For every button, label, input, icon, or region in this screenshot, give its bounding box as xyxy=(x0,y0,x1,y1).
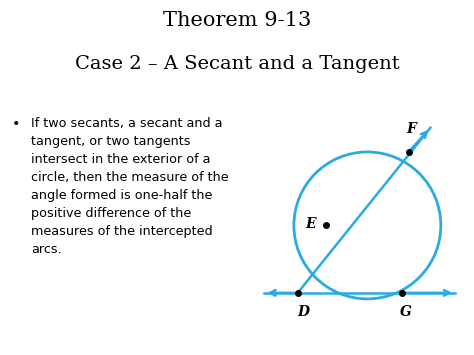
Text: If two secants, a secant and a
tangent, or two tangents
intersect in the exterio: If two secants, a secant and a tangent, … xyxy=(31,117,228,256)
Text: D: D xyxy=(297,305,310,319)
Text: Case 2 – A Secant and a Tangent: Case 2 – A Secant and a Tangent xyxy=(75,55,399,73)
Text: G: G xyxy=(400,305,412,319)
Text: F: F xyxy=(406,122,416,136)
Text: E: E xyxy=(305,217,316,231)
Text: •: • xyxy=(12,117,20,131)
Text: Theorem 9-13: Theorem 9-13 xyxy=(163,11,311,30)
